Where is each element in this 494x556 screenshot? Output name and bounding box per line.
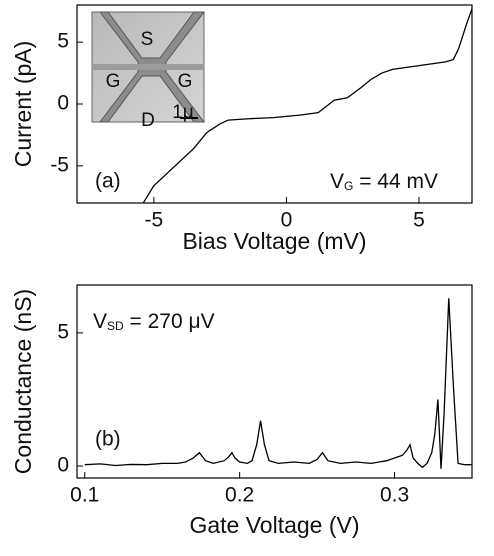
data-line: [84, 298, 472, 469]
annotation-rest: = 270 μV: [124, 310, 215, 333]
x-axis-label: Bias Voltage (mV): [182, 228, 366, 254]
annotation-sub: SD: [107, 319, 124, 333]
annotation-rest: = 44 mV: [353, 170, 438, 193]
data-line: [142, 8, 472, 203]
inset-label: D: [141, 110, 155, 131]
x-tick-label: 0: [281, 209, 293, 232]
annotation-main: V: [330, 170, 344, 193]
inset-label: G: [106, 71, 121, 92]
y-axis-label: Current (pA): [10, 41, 36, 168]
inset-image: [91, 11, 206, 123]
y-tick-label: 5: [57, 30, 69, 53]
inset-label: S: [141, 29, 154, 50]
y-tick-label: 5: [57, 320, 69, 343]
inset-label: 1μ: [172, 102, 194, 123]
x-axis-label: Gate Voltage (V): [189, 512, 359, 538]
y-tick-label: -5: [50, 153, 69, 176]
x-tick-label: 5: [413, 209, 425, 232]
x-tick-label: 0.3: [380, 484, 409, 507]
plot-frame: [76, 284, 473, 479]
panel-label: (a): [95, 170, 121, 193]
annotation-sub: G: [344, 179, 353, 193]
y-axis-label: Conductance (nS): [10, 289, 36, 474]
annotation: VG = 44 mV: [330, 170, 438, 194]
annotation: VSD = 270 μV: [93, 310, 215, 334]
annotation-main: V: [93, 310, 107, 333]
inset-label: G: [178, 71, 193, 92]
x-tick-label: -5: [145, 209, 164, 232]
x-tick-label: 0.2: [225, 484, 254, 507]
x-tick-label: 0.1: [70, 484, 99, 507]
panel-label: (b): [95, 428, 121, 451]
y-tick-label: 0: [57, 454, 69, 477]
y-tick-label: 0: [57, 92, 69, 115]
